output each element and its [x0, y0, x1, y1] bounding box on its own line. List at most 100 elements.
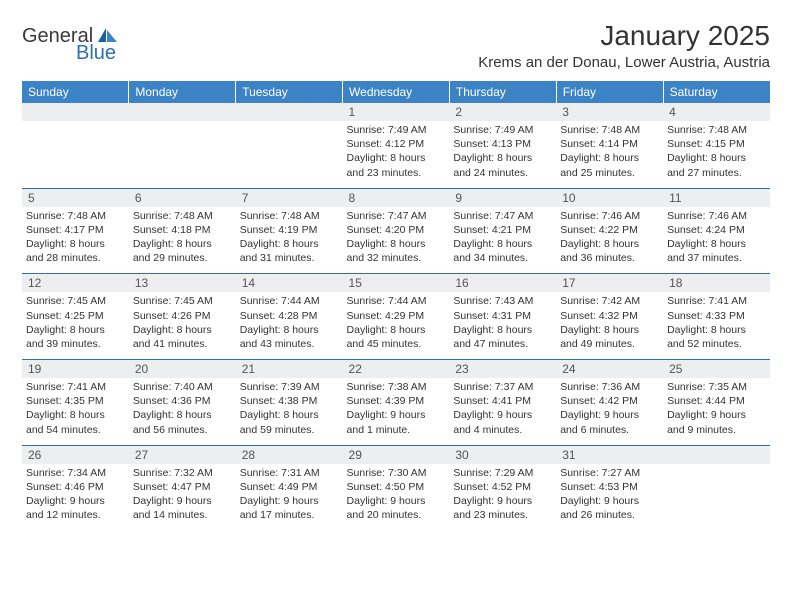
dow-friday: Friday — [556, 81, 663, 103]
day-of-week-header-row: Sunday Monday Tuesday Wednesday Thursday… — [22, 81, 770, 103]
day-number-cell: 28 — [236, 445, 343, 464]
day-number-cell: 5 — [22, 188, 129, 207]
day-number-cell: 16 — [449, 274, 556, 293]
sunset-text: Sunset: 4:38 PM — [240, 394, 339, 408]
day-info: Sunrise: 7:49 AMSunset: 4:12 PMDaylight:… — [347, 121, 446, 180]
sunset-text: Sunset: 4:53 PM — [560, 480, 659, 494]
daylight-text-1: Daylight: 8 hours — [240, 323, 339, 337]
sunrise-text: Sunrise: 7:41 AM — [667, 294, 766, 308]
day-info: Sunrise: 7:36 AMSunset: 4:42 PMDaylight:… — [560, 378, 659, 437]
sunset-text: Sunset: 4:31 PM — [453, 309, 552, 323]
sunset-text: Sunset: 4:32 PM — [560, 309, 659, 323]
day-info-cell: Sunrise: 7:39 AMSunset: 4:38 PMDaylight:… — [236, 378, 343, 445]
sunset-text: Sunset: 4:21 PM — [453, 223, 552, 237]
sunset-text: Sunset: 4:14 PM — [560, 137, 659, 151]
daylight-text-1: Daylight: 8 hours — [26, 408, 125, 422]
sunrise-text: Sunrise: 7:29 AM — [453, 466, 552, 480]
daylight-text-1: Daylight: 8 hours — [133, 237, 232, 251]
day-info: Sunrise: 7:27 AMSunset: 4:53 PMDaylight:… — [560, 464, 659, 523]
logo-text-blue: Blue — [76, 42, 116, 65]
daylight-text-1: Daylight: 8 hours — [26, 237, 125, 251]
day-info: Sunrise: 7:34 AMSunset: 4:46 PMDaylight:… — [26, 464, 125, 523]
day-info: Sunrise: 7:42 AMSunset: 4:32 PMDaylight:… — [560, 292, 659, 351]
day-info-cell: Sunrise: 7:47 AMSunset: 4:21 PMDaylight:… — [449, 207, 556, 274]
sunset-text: Sunset: 4:15 PM — [667, 137, 766, 151]
day-number-cell: 21 — [236, 360, 343, 379]
daylight-text-1: Daylight: 8 hours — [560, 237, 659, 251]
sunset-text: Sunset: 4:49 PM — [240, 480, 339, 494]
day-number-cell: 8 — [343, 188, 450, 207]
daylight-text-1: Daylight: 9 hours — [240, 494, 339, 508]
day-info-cell: Sunrise: 7:31 AMSunset: 4:49 PMDaylight:… — [236, 464, 343, 531]
daylight-text-2: and 23 minutes. — [347, 166, 446, 180]
sunset-text: Sunset: 4:18 PM — [133, 223, 232, 237]
calendar-table: Sunday Monday Tuesday Wednesday Thursday… — [22, 81, 770, 530]
sunrise-text: Sunrise: 7:46 AM — [560, 209, 659, 223]
sunrise-text: Sunrise: 7:44 AM — [347, 294, 446, 308]
sunrise-text: Sunrise: 7:43 AM — [453, 294, 552, 308]
sunrise-text: Sunrise: 7:36 AM — [560, 380, 659, 394]
sunrise-text: Sunrise: 7:47 AM — [347, 209, 446, 223]
daylight-text-2: and 17 minutes. — [240, 508, 339, 522]
day-info-cell — [663, 464, 770, 531]
sunset-text: Sunset: 4:35 PM — [26, 394, 125, 408]
day-number-cell — [129, 103, 236, 121]
day-info-cell: Sunrise: 7:27 AMSunset: 4:53 PMDaylight:… — [556, 464, 663, 531]
daylight-text-2: and 9 minutes. — [667, 423, 766, 437]
dow-saturday: Saturday — [663, 81, 770, 103]
daylight-text-2: and 56 minutes. — [133, 423, 232, 437]
daylight-text-1: Daylight: 8 hours — [133, 323, 232, 337]
day-info: Sunrise: 7:48 AMSunset: 4:19 PMDaylight:… — [240, 207, 339, 266]
day-info-cell: Sunrise: 7:35 AMSunset: 4:44 PMDaylight:… — [663, 378, 770, 445]
sunrise-text: Sunrise: 7:38 AM — [347, 380, 446, 394]
sunset-text: Sunset: 4:52 PM — [453, 480, 552, 494]
day-number-cell: 6 — [129, 188, 236, 207]
day-info: Sunrise: 7:44 AMSunset: 4:29 PMDaylight:… — [347, 292, 446, 351]
day-info-cell: Sunrise: 7:30 AMSunset: 4:50 PMDaylight:… — [343, 464, 450, 531]
sunset-text: Sunset: 4:36 PM — [133, 394, 232, 408]
day-info: Sunrise: 7:48 AMSunset: 4:18 PMDaylight:… — [133, 207, 232, 266]
sunrise-text: Sunrise: 7:49 AM — [453, 123, 552, 137]
sunset-text: Sunset: 4:28 PM — [240, 309, 339, 323]
day-info: Sunrise: 7:39 AMSunset: 4:38 PMDaylight:… — [240, 378, 339, 437]
day-number-cell — [663, 445, 770, 464]
sunset-text: Sunset: 4:26 PM — [133, 309, 232, 323]
sunrise-text: Sunrise: 7:37 AM — [453, 380, 552, 394]
sunrise-text: Sunrise: 7:30 AM — [347, 466, 446, 480]
day-info: Sunrise: 7:48 AMSunset: 4:14 PMDaylight:… — [560, 121, 659, 180]
daylight-text-2: and 4 minutes. — [453, 423, 552, 437]
daylight-text-1: Daylight: 8 hours — [26, 323, 125, 337]
day-number-cell: 7 — [236, 188, 343, 207]
daylight-text-1: Daylight: 9 hours — [133, 494, 232, 508]
day-number-cell: 27 — [129, 445, 236, 464]
sunrise-text: Sunrise: 7:42 AM — [560, 294, 659, 308]
sunrise-text: Sunrise: 7:27 AM — [560, 466, 659, 480]
day-number-cell: 14 — [236, 274, 343, 293]
sunset-text: Sunset: 4:33 PM — [667, 309, 766, 323]
day-info-cell: Sunrise: 7:44 AMSunset: 4:28 PMDaylight:… — [236, 292, 343, 359]
day-info: Sunrise: 7:35 AMSunset: 4:44 PMDaylight:… — [667, 378, 766, 437]
daylight-text-2: and 1 minute. — [347, 423, 446, 437]
daylight-text-2: and 26 minutes. — [560, 508, 659, 522]
sunset-text: Sunset: 4:19 PM — [240, 223, 339, 237]
sunrise-text: Sunrise: 7:48 AM — [240, 209, 339, 223]
day-info: Sunrise: 7:45 AMSunset: 4:26 PMDaylight:… — [133, 292, 232, 351]
daylight-text-2: and 37 minutes. — [667, 251, 766, 265]
daylight-text-1: Daylight: 8 hours — [133, 408, 232, 422]
day-info-cell: Sunrise: 7:46 AMSunset: 4:24 PMDaylight:… — [663, 207, 770, 274]
daylight-text-2: and 27 minutes. — [667, 166, 766, 180]
sunset-text: Sunset: 4:41 PM — [453, 394, 552, 408]
day-info-row: Sunrise: 7:41 AMSunset: 4:35 PMDaylight:… — [22, 378, 770, 445]
day-number-cell: 12 — [22, 274, 129, 293]
day-number-cell: 25 — [663, 360, 770, 379]
day-info: Sunrise: 7:47 AMSunset: 4:20 PMDaylight:… — [347, 207, 446, 266]
day-info: Sunrise: 7:37 AMSunset: 4:41 PMDaylight:… — [453, 378, 552, 437]
day-info-cell: Sunrise: 7:42 AMSunset: 4:32 PMDaylight:… — [556, 292, 663, 359]
logo: General Blue — [22, 24, 121, 49]
location-subtitle: Krems an der Donau, Lower Austria, Austr… — [478, 54, 770, 71]
sunrise-text: Sunrise: 7:48 AM — [667, 123, 766, 137]
sunrise-text: Sunrise: 7:49 AM — [347, 123, 446, 137]
daylight-text-1: Daylight: 8 hours — [453, 151, 552, 165]
daylight-text-1: Daylight: 8 hours — [667, 323, 766, 337]
day-info: Sunrise: 7:47 AMSunset: 4:21 PMDaylight:… — [453, 207, 552, 266]
